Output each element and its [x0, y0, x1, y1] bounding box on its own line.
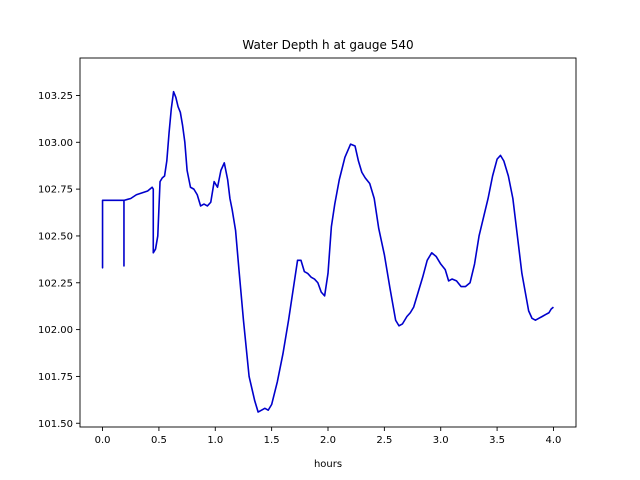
chart-title: Water Depth h at gauge 540	[242, 38, 413, 52]
x-tick-label: 3.5	[489, 435, 505, 446]
y-tick-label: 101.75	[38, 372, 73, 383]
x-tick-label: 1.5	[264, 435, 280, 446]
y-tick-label: 101.50	[38, 419, 73, 430]
x-axis-label: hours	[314, 459, 342, 470]
y-tick-label: 103.00	[38, 138, 73, 149]
x-tick-label: 0.0	[95, 435, 111, 446]
x-tick-label: 4.0	[546, 435, 562, 446]
x-tick-label: 2.0	[320, 435, 336, 446]
x-tick-label: 3.0	[433, 435, 449, 446]
x-tick-label: 1.0	[207, 435, 223, 446]
y-tick-label: 102.50	[38, 231, 73, 242]
y-tick-label: 102.00	[38, 325, 73, 336]
x-tick-label: 0.5	[151, 435, 167, 446]
plot-area: 0.0 0.5 1.0 1.5 2.0 2.5 3.0 3.5 4.0 101.50 101.75 1…	[38, 57, 577, 446]
series-line-0	[101, 90, 554, 413]
y-tick-label: 102.25	[38, 278, 73, 289]
y-tick-label: 102.75	[38, 185, 73, 196]
x-tick-label: 2.5	[376, 435, 392, 446]
y-tick-label: 103.25	[38, 91, 73, 102]
